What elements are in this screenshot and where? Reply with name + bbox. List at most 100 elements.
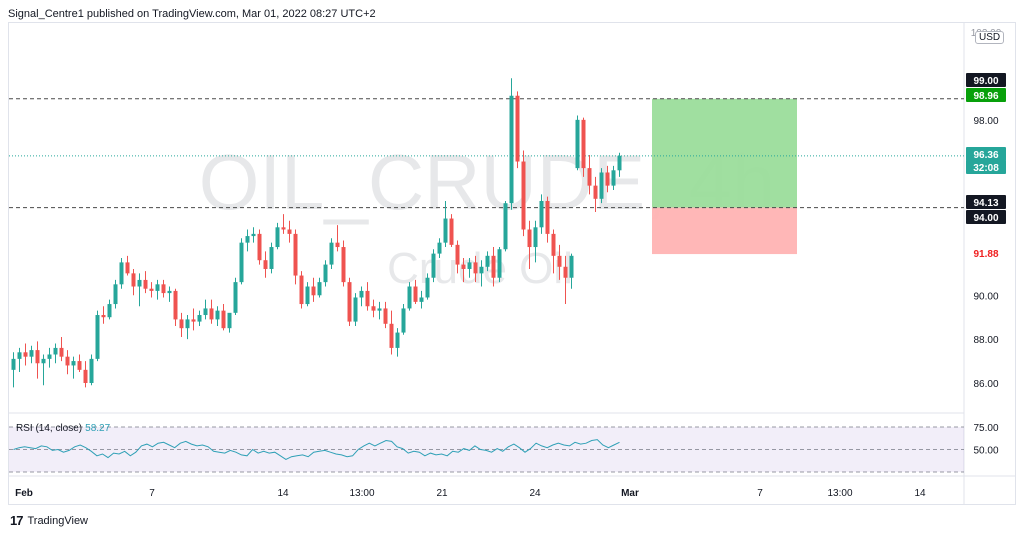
candle [53, 343, 58, 364]
candle [437, 238, 442, 259]
candle-body [539, 200, 544, 228]
tradingview-footer: 17 TradingView [10, 513, 88, 528]
candle [179, 312, 184, 337]
candle-body [137, 279, 142, 287]
candle-body [509, 95, 514, 204]
candle-body [473, 262, 478, 274]
candle-body [257, 233, 262, 261]
candle-body [575, 119, 580, 169]
candle-body [89, 358, 94, 383]
candle-body [173, 290, 178, 320]
candle-body [203, 308, 208, 316]
candle [269, 242, 274, 274]
candle-body [611, 170, 616, 186]
candle [113, 279, 118, 309]
candle [485, 251, 490, 272]
price-tag-entry-top-text: 94.13 [973, 198, 998, 209]
candle [281, 214, 286, 234]
candle [161, 279, 166, 298]
candle-body [155, 284, 160, 291]
x-tick-label: 7 [149, 488, 155, 499]
candle [125, 255, 130, 276]
candle [299, 271, 304, 309]
candle [11, 352, 16, 388]
candle-body [485, 255, 490, 267]
rsi-indicator-label[interactable]: RSI (14, close) 58.27 [16, 423, 110, 434]
candle-body [95, 315, 100, 359]
price-tag-stop-box [966, 246, 1006, 260]
candle-body [359, 290, 364, 298]
candle [155, 279, 160, 300]
candle [587, 154, 592, 195]
candle-body [209, 308, 214, 320]
candle [233, 277, 238, 316]
candle-body [107, 304, 112, 318]
chart-frame[interactable] [8, 22, 1016, 505]
candle-body [341, 247, 346, 283]
candle [203, 299, 208, 320]
candle [35, 341, 40, 379]
candle [593, 176, 598, 212]
candle-body [149, 288, 154, 291]
candle [395, 328, 400, 357]
tradingview-brand: TradingView [27, 514, 89, 527]
candle-body [515, 95, 520, 162]
candle-body [407, 286, 412, 309]
candle-body [413, 286, 418, 302]
candle [149, 282, 154, 298]
x-tick-label: Feb [15, 488, 33, 499]
candle-body [143, 279, 148, 289]
candle [509, 78, 514, 210]
price-tag-entry-bottom-text: 94.00 [973, 213, 998, 224]
price-tag-target-text: 98.96 [973, 91, 998, 102]
candles [11, 78, 622, 388]
candle-body [65, 356, 70, 366]
currency-badge[interactable]: USD [975, 31, 1005, 44]
candle [143, 271, 148, 294]
candle [83, 361, 88, 388]
candle [329, 238, 334, 269]
candle [353, 293, 358, 326]
candle [29, 345, 34, 364]
countdown-tag-text: 32:08 [973, 163, 999, 174]
candle [521, 150, 526, 237]
candle-body [119, 262, 124, 285]
candle-body [197, 315, 202, 322]
y-tick-label: 86.00 [973, 379, 998, 390]
candle [605, 165, 610, 193]
candle-body [437, 242, 442, 254]
candle-body [317, 282, 322, 296]
candle [209, 299, 214, 324]
candle-body [389, 323, 394, 348]
candle [497, 247, 502, 283]
candle [479, 260, 484, 287]
candle-body [329, 242, 334, 265]
x-tick-label: 13:00 [827, 488, 852, 499]
x-tick-label: 7 [757, 488, 763, 499]
candle-body [365, 290, 370, 307]
candle [257, 229, 262, 265]
candle [191, 308, 196, 331]
candle-body [179, 319, 184, 329]
candle-body [263, 260, 268, 269]
candle-body [251, 233, 256, 237]
candle [401, 304, 406, 335]
y-tick-label: 90.00 [973, 291, 998, 302]
candle-body [431, 253, 436, 278]
candle [491, 247, 496, 287]
candle-body [299, 275, 304, 305]
candle-body [167, 290, 172, 294]
candle [275, 222, 280, 250]
candle [89, 354, 94, 386]
candle [581, 117, 586, 177]
candle-body [239, 242, 244, 283]
candle-body [41, 358, 46, 364]
candle [245, 229, 250, 252]
candle-body [245, 236, 250, 243]
candle [383, 301, 388, 329]
countdown-tag-box [966, 160, 1006, 174]
candle [251, 227, 256, 243]
price-tag-entry-top: 94.13 [966, 195, 1006, 209]
profit-zone [652, 98, 797, 208]
